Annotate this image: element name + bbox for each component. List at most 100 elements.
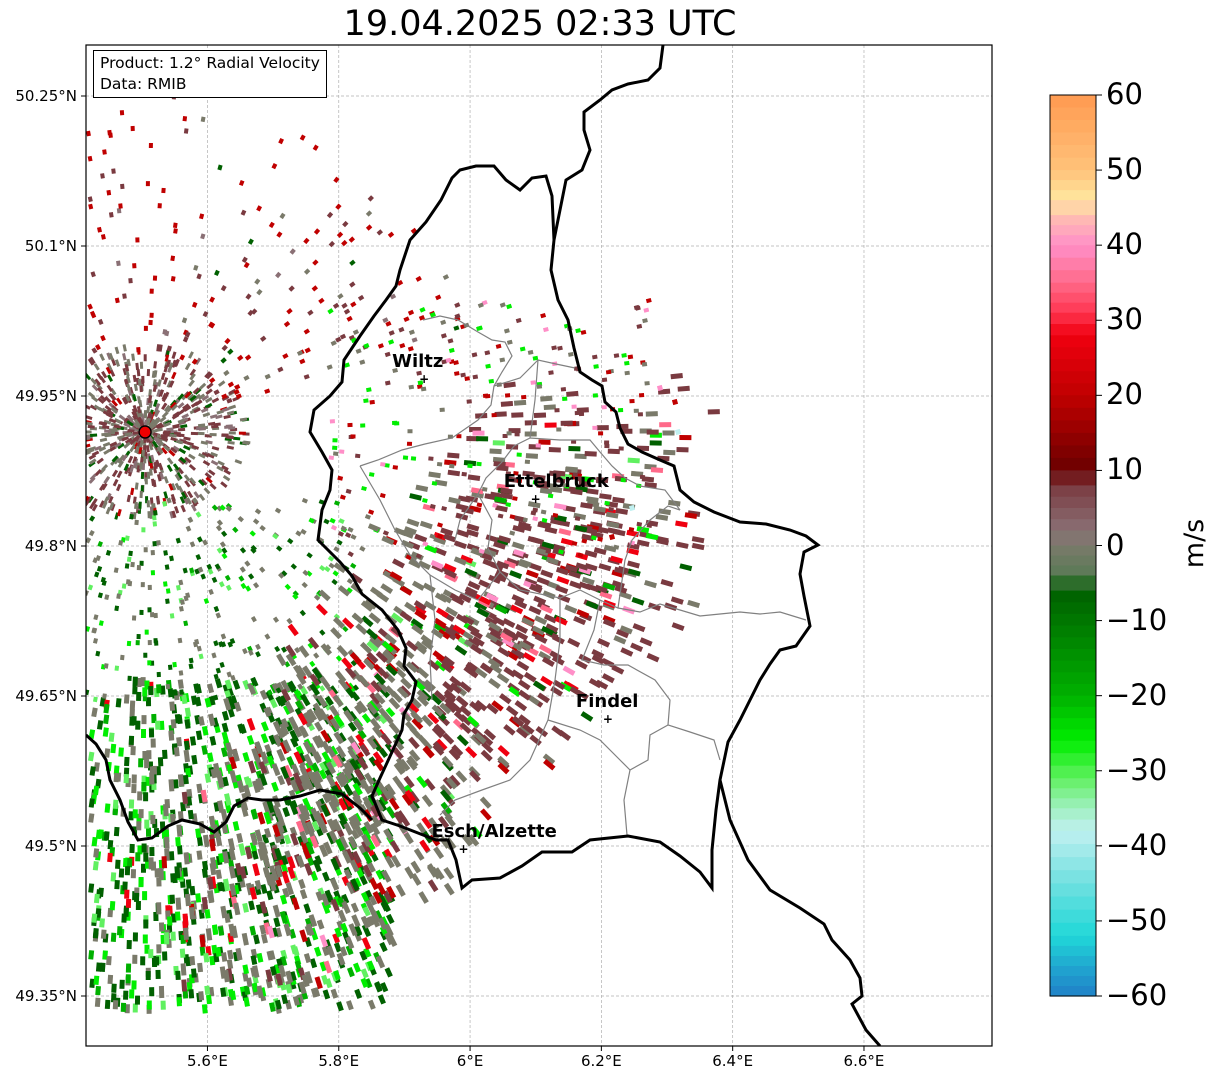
velocity-gate <box>141 449 145 457</box>
velocity-gate <box>494 411 507 418</box>
velocity-gate <box>155 969 161 979</box>
velocity-gate <box>363 658 376 671</box>
velocity-gate <box>164 564 170 570</box>
velocity-gate <box>658 508 672 516</box>
velocity-gate <box>106 189 112 196</box>
velocity-gate <box>191 968 197 978</box>
colorbar-segment <box>1050 200 1096 216</box>
velocity-gate <box>284 583 291 591</box>
velocity-gate <box>402 455 409 460</box>
colorbar-segment <box>1050 966 1096 977</box>
velocity-gate <box>512 496 518 501</box>
velocity-gate <box>131 615 137 621</box>
velocity-gate <box>97 592 103 599</box>
velocity-gate <box>336 952 346 966</box>
velocity-gate <box>323 960 333 974</box>
velocity-gate <box>96 565 103 572</box>
velocity-gate <box>211 504 219 511</box>
velocity-gate <box>354 704 364 715</box>
velocity-gate <box>172 463 180 471</box>
velocity-gate <box>112 799 119 809</box>
velocity-gate <box>280 646 288 653</box>
velocity-gate <box>392 465 399 470</box>
velocity-gate <box>333 176 340 184</box>
velocity-gate <box>471 547 478 553</box>
velocity-gate <box>542 753 556 765</box>
velocity-gate <box>309 660 316 668</box>
velocity-gate <box>136 677 142 688</box>
velocity-gate <box>91 836 98 847</box>
velocity-gate <box>335 838 345 852</box>
velocity-gate <box>552 543 566 552</box>
velocity-gate <box>549 650 563 661</box>
velocity-gate <box>413 848 425 861</box>
velocity-gate <box>447 469 461 477</box>
velocity-gate <box>111 455 119 463</box>
velocity-gate <box>201 725 209 736</box>
velocity-gate <box>414 640 428 653</box>
velocity-gate <box>443 629 457 641</box>
velocity-gate <box>229 770 238 783</box>
velocity-gate <box>148 389 152 397</box>
velocity-gate <box>559 565 573 574</box>
velocity-gate <box>594 584 608 594</box>
velocity-gate <box>277 366 284 373</box>
velocity-gate <box>160 447 168 455</box>
velocity-gate <box>138 400 143 408</box>
velocity-gate <box>89 501 96 510</box>
velocity-gate <box>432 650 445 662</box>
velocity-gate <box>363 343 370 349</box>
velocity-gate <box>194 357 202 366</box>
velocity-gate <box>592 393 599 398</box>
velocity-gate <box>324 978 333 989</box>
velocity-gate <box>126 556 132 563</box>
velocity-gate <box>329 717 341 731</box>
velocity-gate <box>213 694 219 701</box>
velocity-gate <box>137 378 142 386</box>
velocity-gate <box>469 701 482 713</box>
colorbar-segment <box>1050 235 1096 246</box>
velocity-gate <box>247 238 254 245</box>
velocity-gate <box>355 623 368 635</box>
colorbar-segment <box>1050 420 1096 434</box>
velocity-gate <box>142 934 148 944</box>
velocity-gate <box>545 548 552 555</box>
velocity-gate <box>186 982 193 992</box>
velocity-gate <box>91 503 98 512</box>
velocity-gate <box>186 497 192 505</box>
velocity-gate <box>198 716 205 726</box>
velocity-gate <box>166 345 172 352</box>
velocity-gate <box>504 393 511 398</box>
velocity-gate <box>466 435 479 442</box>
velocity-gate <box>156 540 161 546</box>
velocity-gate <box>285 653 297 667</box>
velocity-gate <box>134 501 138 510</box>
velocity-gate <box>132 404 138 413</box>
velocity-gate <box>213 605 220 613</box>
velocity-gate <box>86 537 92 544</box>
velocity-gate <box>599 493 612 500</box>
velocity-gate <box>423 745 435 758</box>
velocity-gate <box>389 840 401 854</box>
velocity-gate <box>178 447 187 455</box>
velocity-gate <box>335 203 342 210</box>
velocity-gate <box>283 320 291 328</box>
velocity-gate <box>287 856 296 870</box>
velocity-gate <box>224 425 232 429</box>
colorbar-segment <box>1050 740 1096 754</box>
velocity-gate <box>170 446 178 454</box>
velocity-gate <box>337 812 348 826</box>
velocity-gate <box>533 474 546 481</box>
velocity-gate <box>216 505 223 512</box>
velocity-gate <box>660 579 674 588</box>
velocity-gate <box>221 552 228 560</box>
velocity-gate <box>433 846 445 860</box>
velocity-gate <box>491 412 497 418</box>
velocity-gate <box>361 485 367 492</box>
velocity-gate <box>233 902 241 916</box>
velocity-gate <box>292 724 303 738</box>
velocity-gate <box>299 609 306 617</box>
velocity-gate <box>263 811 272 825</box>
velocity-gate <box>384 923 394 937</box>
